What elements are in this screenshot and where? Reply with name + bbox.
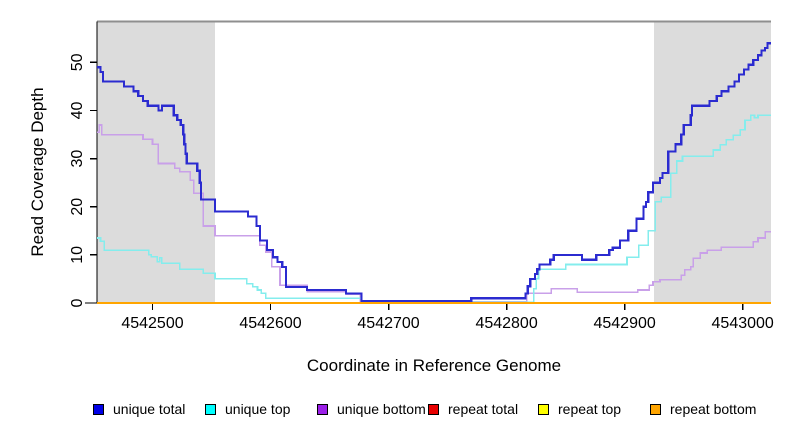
legend-item-repeat-bottom: repeat bottom [650,401,756,417]
y-tick-label: 50 [69,53,86,71]
legend-swatch-repeat-top [538,403,549,415]
y-tick-label: 40 [69,102,86,120]
y-tick-label: 30 [69,150,86,168]
legend-label: unique total [113,401,186,417]
legend-label: unique top [225,401,291,417]
y-tick-label: 0 [69,298,86,307]
x-tick-label: 4542900 [593,315,655,332]
y-axis-title: Read Coverage Depth [28,87,47,257]
shaded-region [654,21,771,303]
legend-swatch-unique-top [205,403,216,415]
legend-label: repeat top [558,401,622,417]
legend-item-unique-top: unique top [205,401,290,417]
x-tick-label: 4543000 [712,315,774,332]
legend-swatch-unique-bottom [317,403,328,415]
y-tick-label: 10 [69,246,86,264]
legend-item-repeat-top: repeat top [538,401,621,417]
series-line-unique-top [97,114,771,304]
legend: unique total unique top unique bottom repea… [0,401,792,423]
legend-item-unique-total: unique total [93,401,185,417]
y-tick-label: 20 [69,198,86,216]
x-tick-label: 4542500 [121,315,183,332]
series-line-unique-total [97,42,771,303]
legend-swatch-unique-total [93,403,104,415]
x-axis-title: Coordinate in Reference Genome [306,356,562,375]
x-tick-label: 4542700 [357,315,419,332]
legend-swatch-repeat-bottom [650,403,661,415]
x-tick-label: 4542600 [239,315,301,332]
legend-label: unique bottom [337,401,426,417]
legend-label: repeat bottom [670,401,757,417]
shaded-region [97,21,216,303]
legend-item-repeat-total: repeat total [428,401,518,417]
legend-label: repeat total [448,401,519,417]
legend-swatch-repeat-total [428,403,439,415]
legend-item-unique-bottom: unique bottom [317,401,426,417]
x-tick-label: 4542800 [475,315,537,332]
